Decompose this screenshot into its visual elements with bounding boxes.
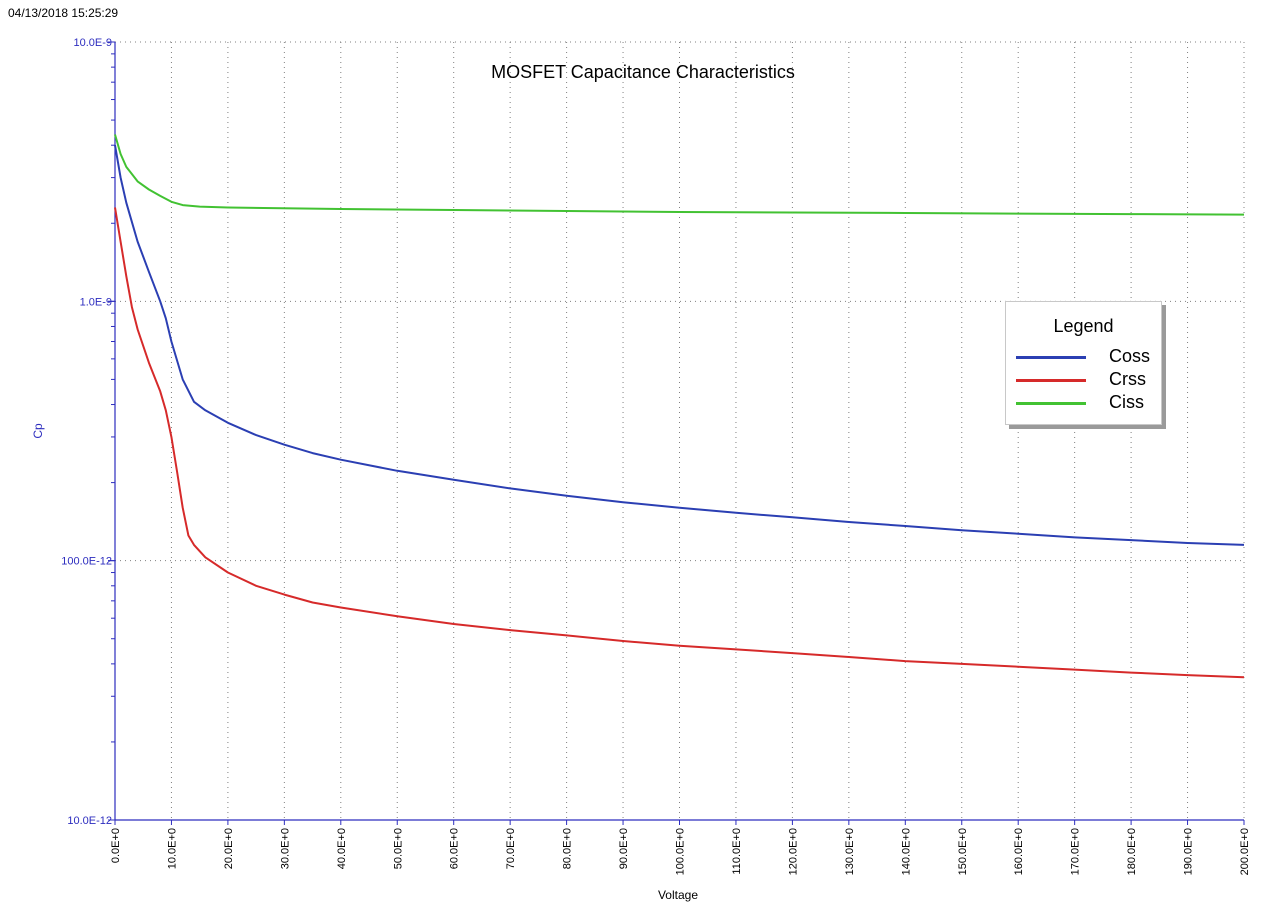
x-tick-label: 180.0E+0: [1126, 828, 1138, 875]
legend-item-coss: Coss: [1016, 346, 1156, 368]
x-tick-label: 110.0E+0: [731, 828, 743, 875]
legend: Legend Coss Crss Ciss: [1005, 301, 1162, 425]
x-tick-label: 190.0E+0: [1183, 828, 1195, 875]
x-tick-label: 30.0E+0: [279, 828, 291, 869]
legend-swatch-crss: [1016, 379, 1086, 382]
x-axis-label: Voltage: [658, 888, 698, 902]
grid: [115, 41, 1245, 820]
x-tick-label: 50.0E+0: [392, 828, 404, 869]
legend-label-crss: Crss: [1109, 369, 1146, 389]
y-tick-label: 10.0E-9: [73, 37, 112, 49]
x-tick-label: 100.0E+0: [675, 828, 687, 875]
y-tick-label: 1.0E-9: [80, 296, 112, 308]
x-tick-label: 160.0E+0: [1013, 828, 1025, 875]
x-tick-label: 170.0E+0: [1070, 828, 1082, 875]
timestamp: 04/13/2018 15:25:29: [8, 6, 119, 20]
x-tick-label: 120.0E+0: [787, 828, 799, 875]
x-tick-label: 70.0E+0: [505, 828, 517, 869]
series-line-crss: [114, 207, 1245, 679]
series-line-coss: [114, 145, 1245, 546]
legend-swatch-ciss: [1016, 402, 1086, 405]
legend-swatch-coss: [1016, 356, 1086, 359]
x-tick-label: 0.0E+0: [110, 828, 122, 863]
legend-item-ciss: Ciss: [1016, 392, 1156, 414]
series-line-ciss: [114, 134, 1245, 216]
y-tick-label: 100.0E-12: [61, 556, 112, 568]
axes: 0.0E+0 10.0E+0 20.0E+0 30.0E+0 40.0E+0 50.0E+…: [61, 37, 1251, 875]
legend-label-ciss: Ciss: [1109, 392, 1144, 412]
legend-item-crss: Crss: [1016, 369, 1156, 391]
x-tick-label: 140.0E+0: [900, 828, 912, 875]
x-tick-label: 90.0E+0: [618, 828, 630, 869]
y-tick-label: 10.0E-12: [67, 815, 112, 827]
series-lines: [114, 134, 1245, 679]
chart-title: MOSFET Capacitance Characteristics: [491, 62, 795, 82]
y-axis-label: Cp: [31, 423, 45, 439]
x-tick-label: 80.0E+0: [562, 828, 574, 869]
x-tick-label: 150.0E+0: [957, 828, 969, 875]
legend-title: Legend: [1053, 316, 1114, 336]
x-tick-label: 60.0E+0: [449, 828, 461, 869]
legend-label-coss: Coss: [1109, 346, 1151, 366]
x-tick-label: 10.0E+0: [166, 828, 178, 869]
x-tick-label: 200.0E+0: [1239, 828, 1251, 875]
x-tick-label: 20.0E+0: [223, 828, 235, 869]
x-tick-label: 40.0E+0: [336, 828, 348, 869]
x-tick-label: 130.0E+0: [844, 828, 856, 875]
